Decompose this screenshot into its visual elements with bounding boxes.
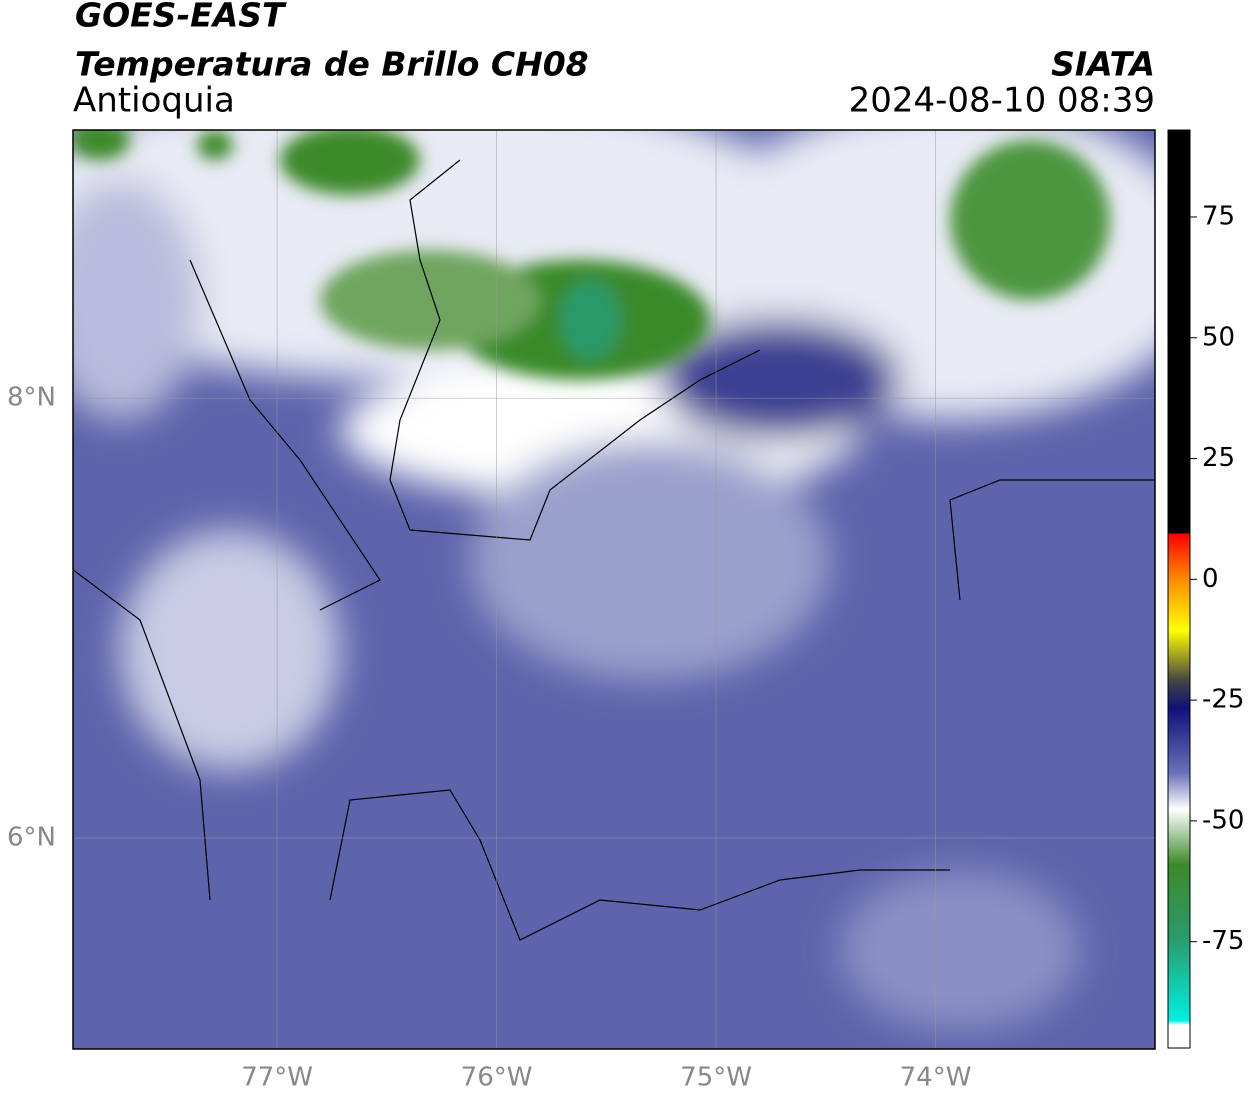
subtitle: Temperatura de Brillo CH08 <box>75 45 589 84</box>
colorbar <box>1167 129 1191 1049</box>
colorbar-tick-label: -50 <box>1202 805 1244 835</box>
colorbar-tick-label: 50 <box>1202 322 1235 352</box>
x-tick-label: 75°W <box>680 1063 752 1093</box>
colorbar-tick-label: 25 <box>1202 443 1235 473</box>
source: SIATA <box>1051 45 1155 84</box>
colorbar-tick-label: 75 <box>1202 201 1235 231</box>
x-tick-label: 77°W <box>241 1063 313 1093</box>
map-frame <box>72 129 1156 1050</box>
datetime: 2024-08-10 08:39 <box>849 81 1155 121</box>
colorbar-tick-label: -25 <box>1202 685 1244 715</box>
colorbar-tick-label: -75 <box>1202 926 1244 956</box>
y-tick-label: 8°N <box>7 383 56 413</box>
x-tick-label: 76°W <box>461 1063 533 1093</box>
colorbar-tick-label: 0 <box>1202 564 1219 594</box>
region: Antioquia <box>73 81 235 121</box>
x-tick-label: 74°W <box>900 1063 972 1093</box>
imagery <box>73 130 1155 1049</box>
y-tick-label: 6°N <box>7 822 56 852</box>
title: GOES-EAST <box>75 0 287 35</box>
